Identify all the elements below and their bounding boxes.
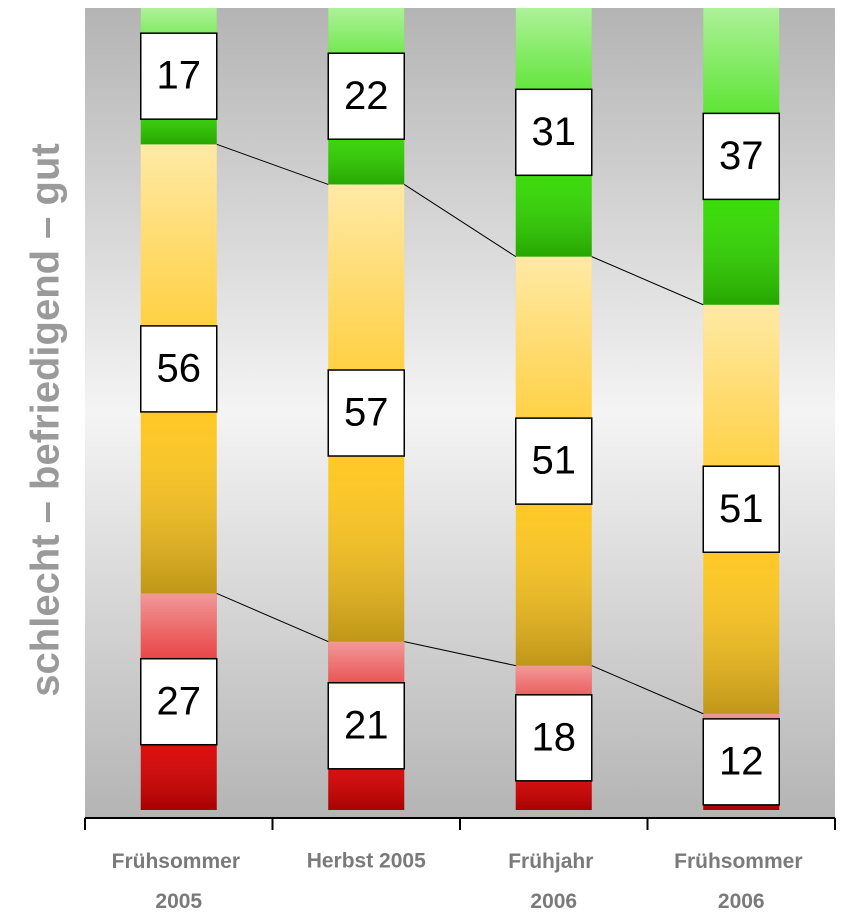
x-tick-label: Frühjahr 2006 [508, 850, 599, 913]
x-tick-line: Frühsommer [674, 850, 808, 873]
data-label-box [702, 718, 780, 806]
connector [591, 256, 704, 306]
data-label-box [140, 325, 218, 413]
data-label-box [515, 417, 593, 505]
x-tick-label: Herbst 2005 [307, 850, 426, 873]
data-label-box [327, 682, 405, 770]
data-label: 17 [157, 54, 202, 98]
x-tick-line: 2006 [530, 890, 577, 913]
data-label-box [140, 32, 218, 120]
data-label-box [702, 465, 780, 553]
x-tick-line: 2005 [155, 890, 202, 913]
data-label-box [140, 657, 218, 746]
data-label: 31 [532, 110, 577, 154]
data-label: 12 [719, 739, 764, 783]
data-label: 21 [344, 703, 389, 747]
connector [216, 143, 329, 185]
data-label: 37 [719, 134, 764, 178]
data-label-box [515, 694, 593, 782]
data-label: 57 [344, 391, 389, 435]
x-tick-line: Frühsommer [112, 850, 246, 873]
connector [216, 593, 329, 643]
data-label: 22 [344, 74, 389, 118]
x-tick-line: Frühjahr [508, 850, 599, 873]
connector [404, 641, 516, 667]
data-label-box [327, 369, 405, 457]
y-axis-label: schlecht – befriedigend – gut [24, 143, 68, 696]
x-tick-label: Frühsommer 2006 [674, 850, 808, 913]
data-label-box [702, 112, 780, 201]
data-label: 56 [157, 346, 202, 390]
data-label: 51 [532, 439, 577, 483]
data-label: 27 [157, 679, 202, 723]
data-label-box [515, 88, 593, 177]
connector [591, 665, 704, 715]
x-tick-line: 2006 [718, 890, 765, 913]
data-label: 51 [719, 487, 764, 531]
data-label-box [327, 52, 405, 140]
x-tick-label: Frühsommer 2005 [112, 850, 246, 913]
connector [403, 184, 517, 258]
data-label: 18 [532, 715, 577, 759]
